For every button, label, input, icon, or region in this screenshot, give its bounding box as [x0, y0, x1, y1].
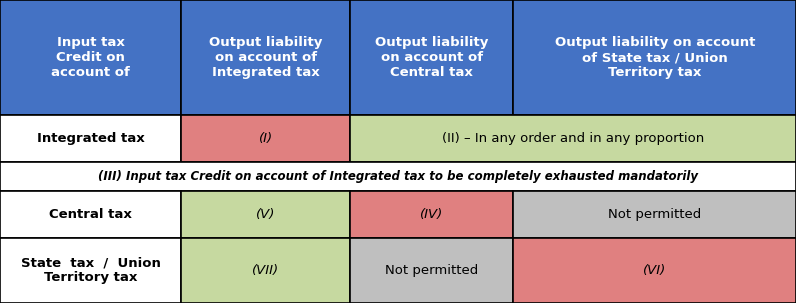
Bar — [350, 0, 513, 115]
Text: Output liability on account
of State tax / Union
Territory tax: Output liability on account of State tax… — [555, 36, 755, 79]
Text: Input tax
Credit on
account of: Input tax Credit on account of — [51, 36, 130, 79]
Bar — [181, 115, 350, 162]
Bar — [513, 191, 796, 238]
Text: Not permitted: Not permitted — [385, 264, 478, 277]
Bar — [0, 0, 181, 115]
Bar — [513, 0, 796, 115]
Bar — [350, 238, 513, 303]
Text: Output liability
on account of
Central tax: Output liability on account of Central t… — [375, 36, 489, 79]
Text: (I): (I) — [259, 132, 273, 145]
Text: (III) Input tax Credit on account of Integrated tax to be completely exhausted m: (III) Input tax Credit on account of Int… — [98, 170, 698, 183]
Bar — [0, 191, 181, 238]
Text: Not permitted: Not permitted — [608, 208, 701, 221]
Bar — [181, 0, 350, 115]
Text: (IV): (IV) — [420, 208, 443, 221]
Text: (VI): (VI) — [643, 264, 666, 277]
Bar — [0, 162, 796, 191]
Text: (V): (V) — [256, 208, 275, 221]
Text: Central tax: Central tax — [49, 208, 132, 221]
Text: (VII): (VII) — [252, 264, 279, 277]
Bar — [181, 238, 350, 303]
Bar — [350, 191, 513, 238]
Bar — [181, 191, 350, 238]
Text: State  tax  /  Union
Territory tax: State tax / Union Territory tax — [21, 256, 161, 285]
Bar — [0, 238, 181, 303]
Bar — [513, 238, 796, 303]
Bar — [0, 115, 181, 162]
Bar — [350, 115, 796, 162]
Text: Integrated tax: Integrated tax — [37, 132, 144, 145]
Text: (II) – In any order and in any proportion: (II) – In any order and in any proportio… — [442, 132, 704, 145]
Text: Output liability
on account of
Integrated tax: Output liability on account of Integrate… — [209, 36, 322, 79]
